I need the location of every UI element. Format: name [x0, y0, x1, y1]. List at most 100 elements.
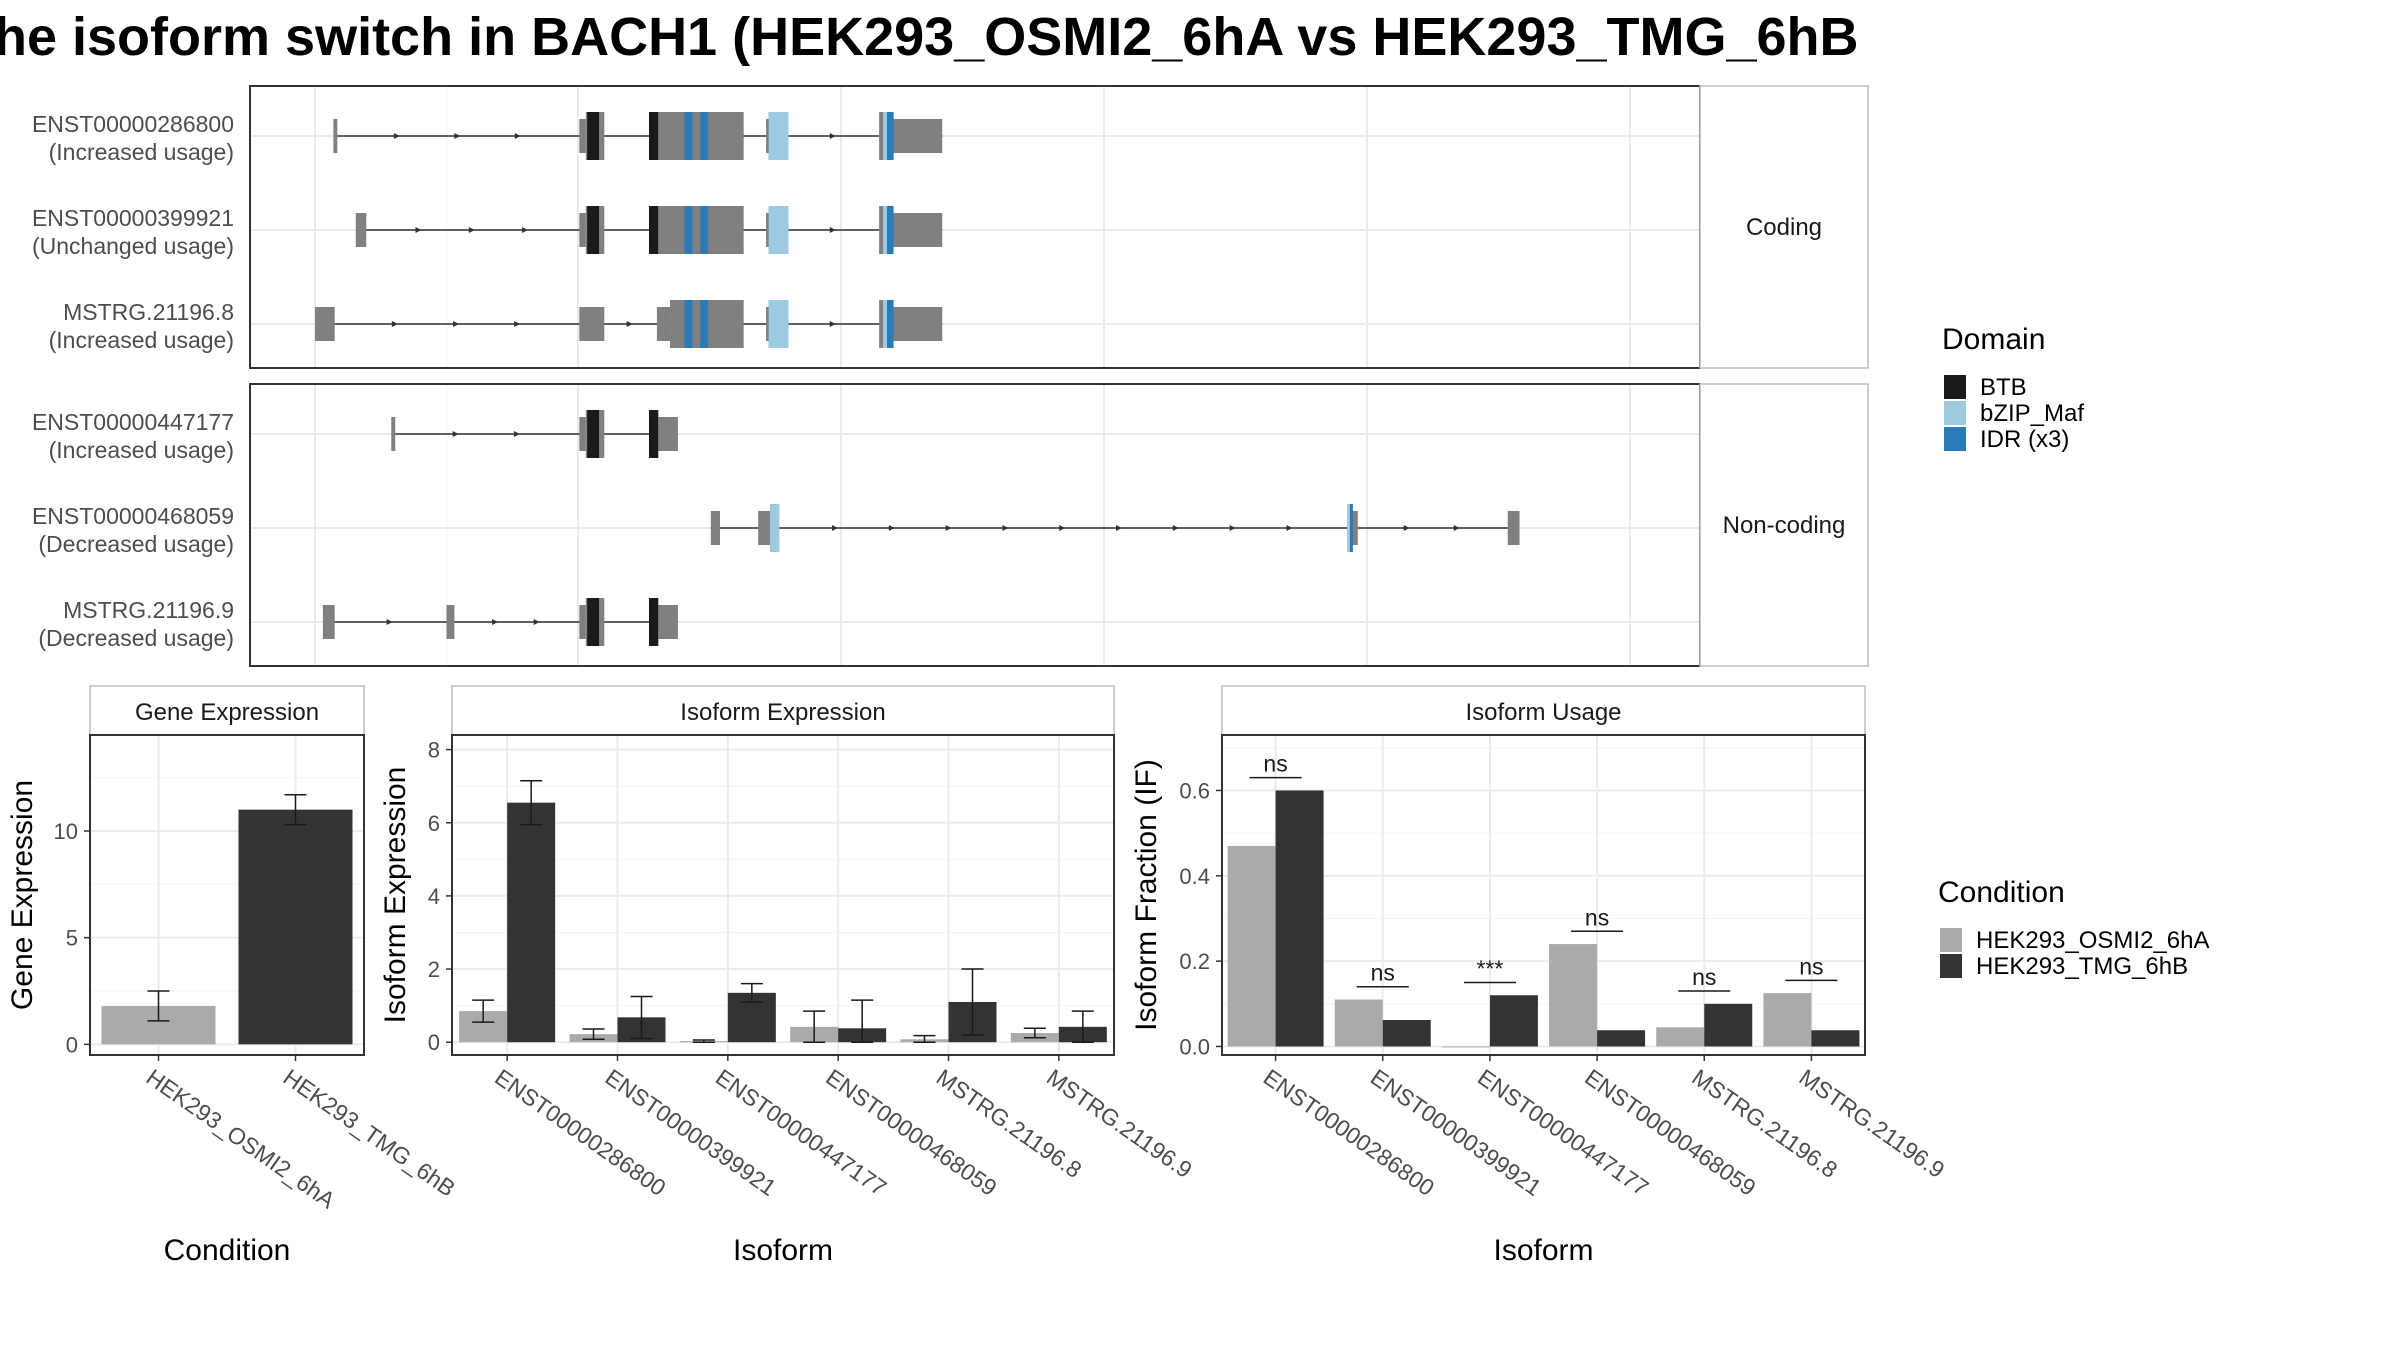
- transcript-row: MSTRG.21196.8(Increased usage): [49, 299, 1700, 353]
- exon: [579, 213, 586, 247]
- strand-arrow: [1403, 525, 1410, 531]
- domain-idr: [887, 300, 894, 348]
- transcript-usage: (Unchanged usage): [32, 233, 234, 259]
- bar: [1704, 1003, 1753, 1047]
- bar: [1549, 944, 1598, 1047]
- strand-arrow: [832, 525, 839, 531]
- domain-btb: [649, 598, 659, 646]
- panel-title: Isoform Usage: [1465, 699, 1621, 726]
- facet-label: Coding: [1746, 214, 1822, 241]
- y-tick-label: 2: [428, 957, 440, 982]
- x-axis-title: Isoform: [733, 1234, 833, 1267]
- exon: [579, 417, 586, 451]
- y-axis-title: Isoform Expression: [379, 767, 412, 1024]
- transcript-usage: (Decreased usage): [38, 531, 234, 557]
- exon: [766, 119, 770, 153]
- strand-arrow: [1453, 525, 1460, 531]
- panel-title: Isoform Expression: [680, 699, 885, 726]
- domain-idr: [684, 206, 693, 254]
- domain-bzip_maf: [883, 112, 888, 160]
- exon: [656, 307, 671, 341]
- panel-strip: [451, 685, 1115, 736]
- exon: [1351, 511, 1358, 545]
- bar: [1382, 1020, 1431, 1047]
- legend-swatch: [1944, 427, 1966, 451]
- exon: [315, 307, 335, 341]
- legend-label: HEK293_OSMI2_6hA: [1976, 927, 2209, 954]
- strand-arrow: [1116, 525, 1123, 531]
- domain-idr: [684, 112, 693, 160]
- panel-bg: [1222, 735, 1865, 1055]
- y-tick-label: 6: [428, 811, 440, 836]
- strand-arrow: [391, 321, 398, 327]
- domain-idr: [1349, 504, 1353, 552]
- exon: [658, 417, 678, 451]
- facet-label: Non-coding: [1723, 512, 1846, 539]
- strand-arrow: [415, 227, 422, 233]
- exon: [758, 511, 770, 545]
- strand-arrow: [533, 619, 540, 625]
- strand-arrow: [1172, 525, 1179, 531]
- y-axis-title: Isoform Fraction (IF): [1130, 759, 1163, 1031]
- bar: [1334, 999, 1383, 1047]
- legend-swatch: [1944, 375, 1966, 399]
- exon: [446, 605, 455, 639]
- facet-0: ENST00000286800(Increased usage)ENST0000…: [32, 85, 1869, 369]
- strand-arrow: [1229, 525, 1236, 531]
- bar: [238, 809, 353, 1045]
- significance-label: ns: [1585, 904, 1609, 930]
- domain-idr: [700, 112, 709, 160]
- y-tick-label: 0.6: [1179, 778, 1210, 803]
- strand-arrow: [454, 133, 461, 139]
- strand-arrow: [829, 133, 836, 139]
- significance-label: ns: [1692, 964, 1716, 990]
- significance-label: ns: [1263, 751, 1287, 777]
- legend-swatch: [1940, 928, 1962, 952]
- exon: [658, 605, 678, 639]
- legend-swatch: [1944, 401, 1966, 425]
- domain-bzip_maf: [768, 112, 789, 160]
- strand-arrow: [393, 133, 400, 139]
- significance-label: ns: [1371, 960, 1395, 986]
- exon: [579, 307, 605, 341]
- transcript-structure-panel: ENST00000286800(Increased usage)ENST0000…: [32, 85, 1869, 667]
- domain-btb: [649, 206, 659, 254]
- domain-bzip_maf: [1347, 504, 1351, 552]
- facet-1: ENST00000447177(Increased usage) ENST0000…: [32, 383, 1869, 667]
- transcript-name: ENST00000286800: [32, 111, 234, 137]
- exon: [892, 307, 943, 341]
- transcript-name: ENST00000447177: [32, 409, 234, 435]
- domain-idr: [887, 112, 894, 160]
- y-axis-title: Gene Expression: [6, 780, 39, 1010]
- transcript-row: ENST00000468059(Decreased usage): [32, 503, 1700, 557]
- facet-panel-bg: [250, 86, 1700, 368]
- domain-bzip_maf: [769, 504, 780, 552]
- y-tick-label: 8: [428, 738, 440, 763]
- y-tick-label: 10: [54, 819, 78, 844]
- domain-idr: [684, 300, 693, 348]
- strand-arrow: [888, 525, 895, 531]
- strand-arrow: [453, 321, 460, 327]
- panel-border: [1221, 734, 1866, 1056]
- bar: [507, 802, 556, 1043]
- legend-title: Domain: [1942, 323, 2045, 356]
- y-tick-label: 5: [66, 926, 78, 951]
- domain-btb: [587, 206, 600, 254]
- exon: [322, 605, 335, 639]
- bar: [1227, 845, 1276, 1047]
- legend-label: IDR (x3): [1980, 426, 2069, 453]
- strand-arrow: [1059, 525, 1066, 531]
- strand-arrow: [386, 619, 393, 625]
- x-axis-title: Condition: [164, 1234, 291, 1267]
- transcript-usage: (Increased usage): [49, 139, 234, 165]
- domain-btb: [587, 112, 600, 160]
- bar: [1489, 995, 1538, 1047]
- transcript-usage: (Increased usage): [49, 437, 234, 463]
- legend-label: bZIP_Maf: [1980, 400, 2084, 427]
- y-tick-label: 0.0: [1179, 1034, 1210, 1059]
- domain-idr: [887, 206, 894, 254]
- significance-label: ns: [1799, 953, 1823, 979]
